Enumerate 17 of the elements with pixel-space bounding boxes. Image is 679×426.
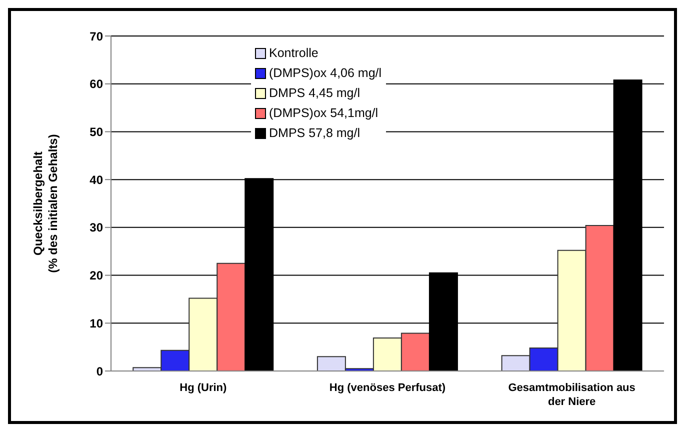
y-axis-title: Quecksilbergehalt (% des initialen Gehalts) [31,134,60,273]
legend-label: Kontrolle [268,45,320,62]
legend-label: DMPS 4,45 mg/l [268,85,362,102]
y-tick-label: 30 [90,220,104,235]
legend-label: DMPS 57,8 mg/l [268,125,362,142]
x-tick-label: Hg (Urin) [180,382,228,394]
x-tick-label: Gesamtmobilisation aus der Niere [508,382,636,408]
y-tick-label: 20 [90,268,104,283]
y-tick-label: 70 [90,29,104,44]
x-tick-label: Hg (venöses Perfusat) [329,382,446,394]
y-tick-label: 60 [90,77,104,92]
y-tick-label: 50 [90,124,104,139]
y-tick-label: 40 [90,172,104,187]
y-tick-label: 10 [90,316,104,330]
legend-label: (DMPS)ox 4,06 mg/l [268,65,382,82]
legend-label: (DMPS)ox 54,1mg/l [268,105,380,122]
y-tick-label: 0 [96,364,104,378]
